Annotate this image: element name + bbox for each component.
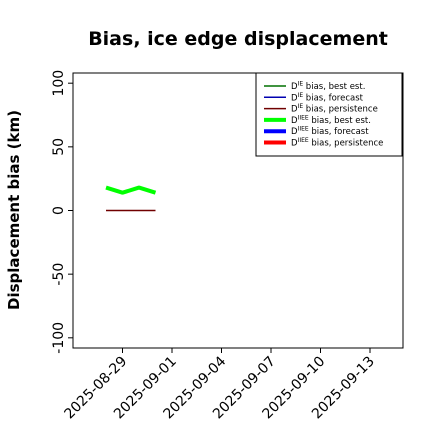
y-axis-label: Displacement bias (km) (5, 110, 23, 310)
legend-label: DIE bias, persistence (291, 103, 378, 115)
y-axis-ticks: 100 50 0 -50 -100 (51, 70, 73, 354)
legend-label: DIE bias, forecast (291, 92, 364, 104)
legend-label: DIIEE bias, forecast (291, 126, 369, 138)
chart-title: Bias, ice edge displacement (88, 28, 388, 50)
y-tick-label: -50 (51, 263, 67, 286)
series-line-3 (105, 185, 157, 195)
legend-label: DIIEE bias, best est. (291, 114, 371, 126)
legend: DIE bias, best est.DIE bias, forecastDIE… (255, 72, 403, 157)
y-tick-label: 50 (51, 138, 67, 156)
legend-entries: DIE bias, best est.DIE bias, forecastDIE… (264, 81, 383, 149)
legend-label: DIE bias, best est. (291, 81, 365, 93)
y-tick-label: 100 (51, 70, 67, 97)
series-lines (105, 185, 157, 212)
legend-label: DIIEE bias, persistence (291, 137, 383, 149)
y-tick-label: 0 (51, 206, 67, 215)
y-tick-label: -100 (51, 322, 67, 354)
